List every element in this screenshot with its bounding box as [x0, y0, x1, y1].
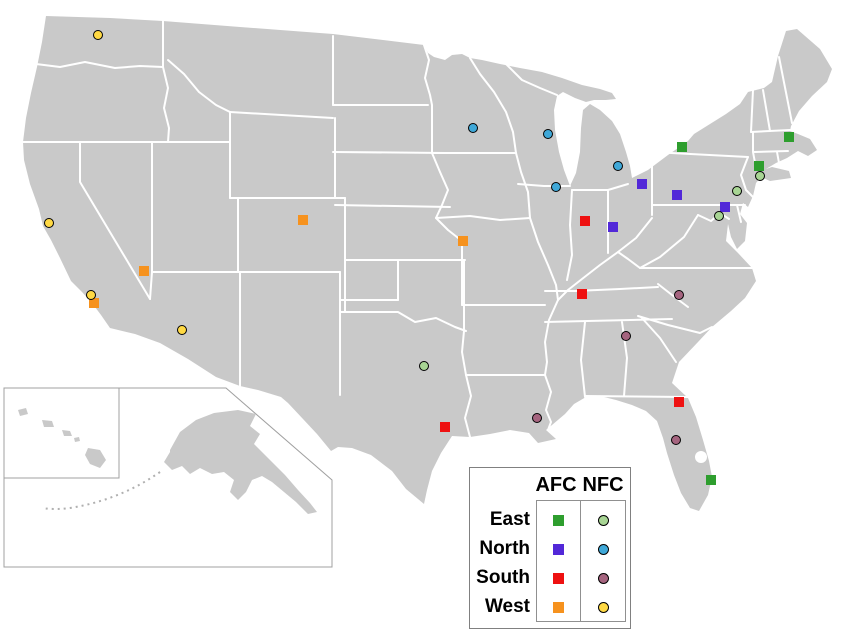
legend-division-label: North — [479, 538, 530, 559]
team-marker-afc-north[interactable] — [672, 190, 682, 200]
team-marker-afc-east[interactable] — [706, 475, 716, 485]
legend-division-label: East — [489, 509, 530, 530]
team-marker-nfc-north[interactable] — [468, 123, 478, 133]
legend-nfc-swatch — [598, 544, 609, 555]
legend-afc-swatch — [553, 515, 564, 526]
team-marker-afc-south[interactable] — [580, 216, 590, 226]
legend-nfc-swatch — [598, 602, 609, 613]
team-marker-afc-south[interactable] — [674, 397, 684, 407]
team-marker-afc-east[interactable] — [784, 132, 794, 142]
state-borders — [22, 20, 793, 438]
team-marker-nfc-north[interactable] — [543, 129, 553, 139]
legend: AFC NFC East North South West — [469, 467, 631, 629]
hawaii-islands — [18, 408, 106, 468]
team-marker-nfc-east[interactable] — [732, 186, 742, 196]
legend-division-label: West — [484, 596, 530, 617]
lake-okeechobee — [695, 451, 707, 463]
legend-nfc-swatch — [598, 515, 609, 526]
team-marker-nfc-north[interactable] — [613, 161, 623, 171]
team-marker-nfc-east[interactable] — [755, 171, 765, 181]
aleutian-islands — [41, 471, 161, 510]
team-marker-nfc-south[interactable] — [532, 413, 542, 423]
team-marker-afc-east[interactable] — [754, 161, 764, 171]
team-marker-nfc-north[interactable] — [551, 182, 561, 192]
team-marker-afc-north[interactable] — [608, 222, 618, 232]
legend-afc-swatch — [553, 602, 564, 613]
team-marker-afc-west[interactable] — [139, 266, 149, 276]
legend-nfc-swatch — [598, 573, 609, 584]
team-marker-afc-west[interactable] — [298, 215, 308, 225]
inset-box — [3, 387, 333, 568]
us-landmass — [23, 16, 832, 511]
legend-swatch-box — [536, 500, 626, 622]
team-marker-afc-west[interactable] — [458, 236, 468, 246]
team-marker-afc-north[interactable] — [637, 179, 647, 189]
legend-division-label: South — [476, 567, 530, 588]
team-marker-nfc-west[interactable] — [86, 290, 96, 300]
team-marker-nfc-west[interactable] — [177, 325, 187, 335]
legend-nfc-header: NFC — [582, 474, 624, 496]
legend-afc-swatch — [553, 573, 564, 584]
team-marker-nfc-west[interactable] — [44, 218, 54, 228]
team-marker-afc-south[interactable] — [440, 422, 450, 432]
team-marker-nfc-south[interactable] — [621, 331, 631, 341]
team-markers-layer — [44, 30, 794, 485]
team-marker-nfc-east[interactable] — [714, 211, 724, 221]
team-marker-afc-east[interactable] — [677, 142, 687, 152]
alaska-shape — [164, 410, 317, 514]
team-marker-nfc-south[interactable] — [674, 290, 684, 300]
legend-afc-swatch — [553, 544, 564, 555]
team-marker-afc-west[interactable] — [89, 298, 99, 308]
legend-column-divider — [580, 501, 581, 621]
hawaii-inset-box — [3, 387, 120, 479]
team-marker-nfc-west[interactable] — [93, 30, 103, 40]
legend-afc-header: AFC — [535, 474, 577, 496]
team-marker-afc-north[interactable] — [720, 202, 730, 212]
team-marker-nfc-east[interactable] — [419, 361, 429, 371]
team-marker-nfc-south[interactable] — [671, 435, 681, 445]
team-marker-afc-south[interactable] — [577, 289, 587, 299]
